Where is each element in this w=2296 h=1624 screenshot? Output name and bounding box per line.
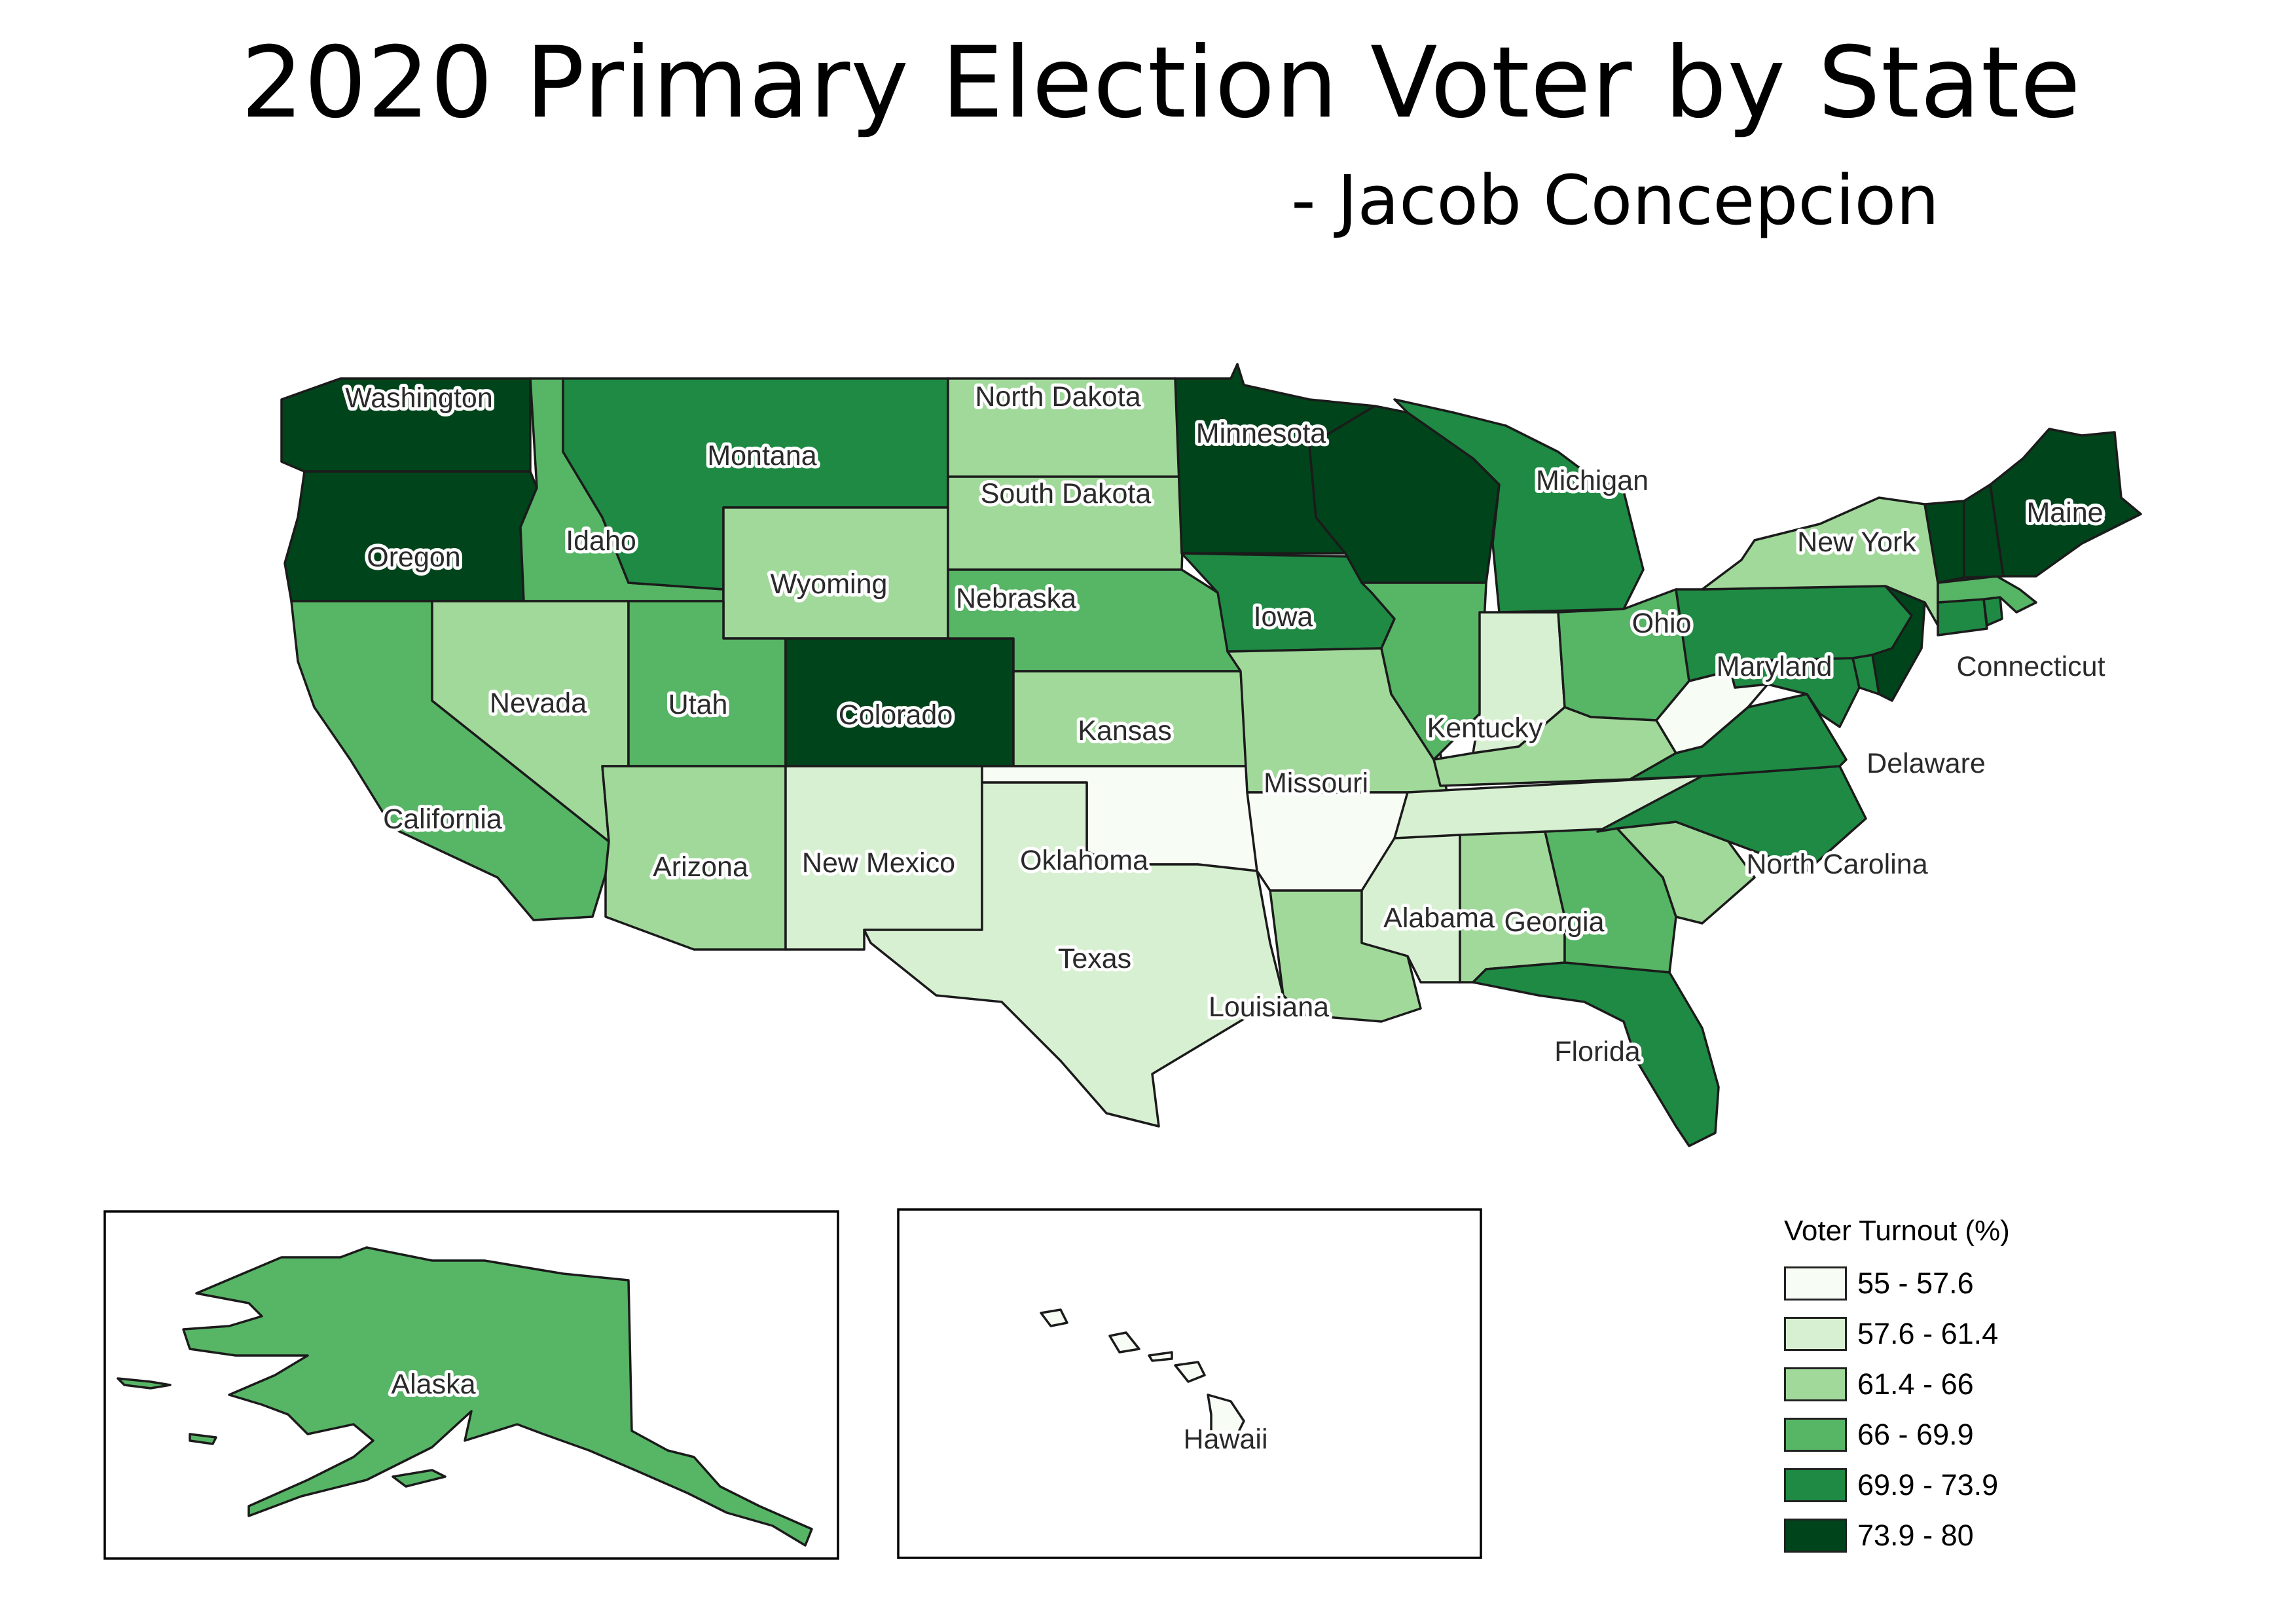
label-arizona: Arizona [653,851,748,883]
legend-item: 55 - 57.6 [1784,1258,2010,1308]
state-connecticut[interactable] [1937,598,1988,637]
label-wyoming: Wyoming [771,568,888,600]
legend-swatch [1784,1417,1847,1452]
legend-label: 69.9 - 73.9 [1857,1467,1999,1502]
alaska-island [189,1433,217,1445]
label-colorado: Colorado [839,699,953,731]
label-iowa: Iowa [1254,601,1313,633]
label-north-dakota: North Dakota [975,381,1140,413]
state-texas[interactable] [863,781,1285,1128]
state-new-jersey[interactable] [1871,585,1926,702]
legend-swatch [1784,1467,1847,1502]
legend-item: 73.9 - 80 [1784,1510,2010,1560]
hawaii-island [1174,1361,1206,1383]
legend-swatch [1784,1266,1847,1301]
label-nevada: Nevada [490,688,587,719]
page-title: 2020 Primary Election Voter by State [241,26,2081,140]
label-south-dakota: South Dakota [981,478,1152,509]
label-florida: Florida [1554,1036,1641,1067]
state-oregon[interactable] [283,470,538,602]
label-utah: Utah [668,689,728,720]
label-kentucky: Kentucky [1427,712,1543,744]
state-rhode-island[interactable] [1982,596,2003,627]
label-hawaii: Hawaii [1183,1424,1267,1455]
label-new-mexico: New Mexico [802,847,955,879]
label-kansas: Kansas [1078,715,1171,747]
label-oklahoma: Oklahoma [1020,845,1148,876]
legend-label: 57.6 - 61.4 [1857,1316,1999,1350]
hawaii-island [1207,1393,1245,1449]
legend-label: 61.4 - 66 [1857,1367,1974,1401]
label-alaska: Alaska [391,1369,475,1400]
legend-item: 57.6 - 61.4 [1784,1308,2010,1359]
alaska-island [117,1377,172,1390]
label-montana: Montana [707,440,816,471]
label-nebraska: Nebraska [956,583,1076,614]
state-massachusetts[interactable] [1937,575,2037,614]
label-texas: Texas [1058,943,1131,974]
state-maine[interactable] [1989,428,2142,578]
label-minnesota: Minnesota [1196,418,1326,449]
legend-swatch [1784,1367,1847,1401]
legend-label: 66 - 69.9 [1857,1417,1974,1451]
label-louisiana: Louisiana [1209,991,1329,1023]
alaska-island [392,1469,446,1488]
state-michigan[interactable] [1393,398,1645,614]
hawaii-inset-frame [897,1208,1482,1559]
page-subtitle: - Jacob Concepcion [1291,160,1939,240]
legend-item: 66 - 69.9 [1784,1409,2010,1460]
label-new-york: New York [1797,526,1916,558]
label-maryland: Maryland [1717,651,1832,682]
label-california: California [383,803,502,835]
legend-item: 69.9 - 73.9 [1784,1460,2010,1510]
label-connecticut: Connecticut [1956,651,2105,682]
label-georgia: Georgia [1504,906,1605,938]
legend-swatch [1784,1316,1847,1351]
label-washington: Washington [345,382,492,414]
label-missouri: Missouri [1264,767,1368,799]
label-delaware: Delaware [1867,748,1986,779]
legend: Voter Turnout (%) 55 - 57.6 57.6 - 61.4 … [1784,1215,2010,1560]
legend-label: 55 - 57.6 [1857,1266,1974,1300]
label-alabama: Alabama [1383,902,1495,934]
legend-label: 73.9 - 80 [1857,1518,1974,1552]
state-shapes [280,363,2142,1147]
hawaii-island [1108,1331,1140,1354]
legend-item: 61.4 - 66 [1784,1359,2010,1409]
inset-state-shapes [117,1246,1245,1547]
state-kentucky[interactable] [1432,706,1677,787]
hawaii-island [1148,1351,1173,1362]
legend-title: Voter Turnout (%) [1784,1215,2010,1247]
state-labels: Washington Oregon California Idaho Nevad… [342,378,2108,1458]
state-florida[interactable] [1472,961,1720,1147]
label-ohio: Ohio [1632,608,1692,639]
label-oregon: Oregon [367,542,460,573]
label-north-carolina: North Carolina [1746,849,1927,880]
state-alaska[interactable] [182,1246,813,1547]
legend-swatch [1784,1518,1847,1553]
label-maine: Maine [2026,497,2103,528]
state-hawaii[interactable] [1040,1308,1068,1327]
label-idaho: Idaho [566,525,636,557]
label-michigan: Michigan [1536,465,1649,496]
